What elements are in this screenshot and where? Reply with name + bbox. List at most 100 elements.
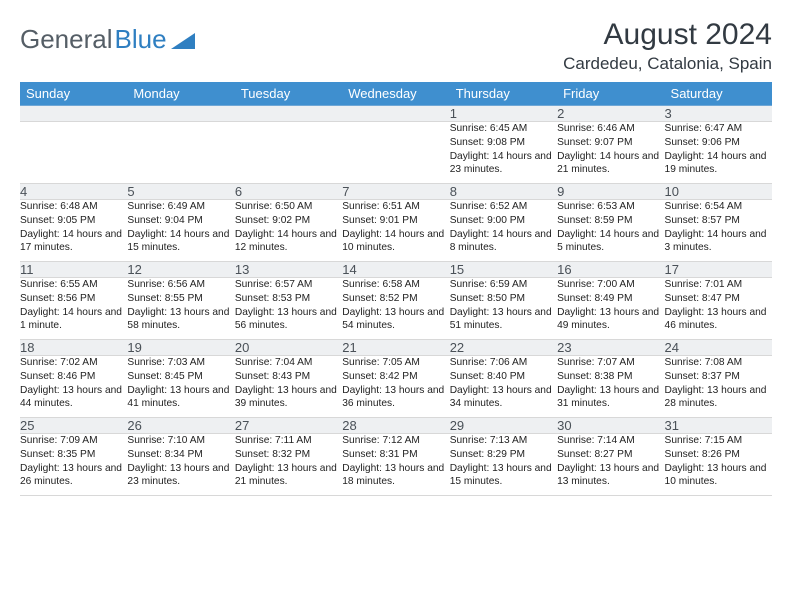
daylight-line: Daylight: 13 hours and 13 minutes. bbox=[557, 462, 664, 490]
day-number-cell: 30 bbox=[557, 418, 664, 434]
day-number-cell bbox=[20, 106, 127, 122]
daylight-line: Daylight: 14 hours and 19 minutes. bbox=[665, 150, 772, 178]
day-number-cell: 9 bbox=[557, 184, 664, 200]
weekday-header: Friday bbox=[557, 82, 664, 106]
day-detail-cell bbox=[235, 122, 342, 184]
day-detail-cell bbox=[342, 122, 449, 184]
daylight-line: Daylight: 13 hours and 58 minutes. bbox=[127, 306, 234, 334]
sunset-line: Sunset: 8:43 PM bbox=[235, 370, 342, 384]
daylight-line: Daylight: 13 hours and 10 minutes. bbox=[665, 462, 772, 490]
sunset-line: Sunset: 8:59 PM bbox=[557, 214, 664, 228]
daylight-line: Daylight: 13 hours and 34 minutes. bbox=[450, 384, 557, 412]
daylight-line: Daylight: 13 hours and 26 minutes. bbox=[20, 462, 127, 490]
sunset-line: Sunset: 8:38 PM bbox=[557, 370, 664, 384]
weekday-header-row: Sunday Monday Tuesday Wednesday Thursday… bbox=[20, 82, 772, 106]
sunrise-line: Sunrise: 7:15 AM bbox=[665, 434, 772, 448]
sunset-line: Sunset: 9:01 PM bbox=[342, 214, 449, 228]
sunrise-line: Sunrise: 7:01 AM bbox=[665, 278, 772, 292]
daylight-line: Daylight: 13 hours and 54 minutes. bbox=[342, 306, 449, 334]
weekday-header: Thursday bbox=[450, 82, 557, 106]
day-number-cell: 29 bbox=[450, 418, 557, 434]
sunset-line: Sunset: 8:45 PM bbox=[127, 370, 234, 384]
daylight-line: Daylight: 13 hours and 41 minutes. bbox=[127, 384, 234, 412]
sunset-line: Sunset: 8:27 PM bbox=[557, 448, 664, 462]
day-detail-cell: Sunrise: 7:07 AMSunset: 8:38 PMDaylight:… bbox=[557, 356, 664, 418]
day-number-cell: 21 bbox=[342, 340, 449, 356]
day-detail-cell: Sunrise: 7:05 AMSunset: 8:42 PMDaylight:… bbox=[342, 356, 449, 418]
detail-row: Sunrise: 6:55 AMSunset: 8:56 PMDaylight:… bbox=[20, 278, 772, 340]
sunrise-line: Sunrise: 6:53 AM bbox=[557, 200, 664, 214]
daylight-line: Daylight: 14 hours and 10 minutes. bbox=[342, 228, 449, 256]
location: Cardedeu, Catalonia, Spain bbox=[563, 54, 772, 74]
day-detail-cell: Sunrise: 7:03 AMSunset: 8:45 PMDaylight:… bbox=[127, 356, 234, 418]
day-number-cell bbox=[127, 106, 234, 122]
day-detail-cell: Sunrise: 6:59 AMSunset: 8:50 PMDaylight:… bbox=[450, 278, 557, 340]
sunset-line: Sunset: 8:49 PM bbox=[557, 292, 664, 306]
day-number-cell: 12 bbox=[127, 262, 234, 278]
daylight-line: Daylight: 14 hours and 5 minutes. bbox=[557, 228, 664, 256]
sunrise-line: Sunrise: 6:46 AM bbox=[557, 122, 664, 136]
sunrise-line: Sunrise: 7:02 AM bbox=[20, 356, 127, 370]
sunset-line: Sunset: 8:56 PM bbox=[20, 292, 127, 306]
day-detail-cell: Sunrise: 7:14 AMSunset: 8:27 PMDaylight:… bbox=[557, 434, 664, 496]
detail-row: Sunrise: 7:09 AMSunset: 8:35 PMDaylight:… bbox=[20, 434, 772, 496]
sunset-line: Sunset: 9:02 PM bbox=[235, 214, 342, 228]
sunset-line: Sunset: 9:07 PM bbox=[557, 136, 664, 150]
daylight-line: Daylight: 14 hours and 3 minutes. bbox=[665, 228, 772, 256]
daynum-row: 18192021222324 bbox=[20, 340, 772, 356]
sunrise-line: Sunrise: 7:00 AM bbox=[557, 278, 664, 292]
sunrise-line: Sunrise: 7:09 AM bbox=[20, 434, 127, 448]
sunrise-line: Sunrise: 7:07 AM bbox=[557, 356, 664, 370]
brand-triangle-icon bbox=[171, 31, 197, 51]
day-number-cell: 25 bbox=[20, 418, 127, 434]
day-number-cell: 13 bbox=[235, 262, 342, 278]
day-detail-cell: Sunrise: 6:52 AMSunset: 9:00 PMDaylight:… bbox=[450, 200, 557, 262]
day-detail-cell: Sunrise: 7:12 AMSunset: 8:31 PMDaylight:… bbox=[342, 434, 449, 496]
daylight-line: Daylight: 13 hours and 44 minutes. bbox=[20, 384, 127, 412]
sunrise-line: Sunrise: 6:49 AM bbox=[127, 200, 234, 214]
daynum-row: 45678910 bbox=[20, 184, 772, 200]
sunset-line: Sunset: 8:50 PM bbox=[450, 292, 557, 306]
day-detail-cell: Sunrise: 7:06 AMSunset: 8:40 PMDaylight:… bbox=[450, 356, 557, 418]
day-detail-cell: Sunrise: 6:58 AMSunset: 8:52 PMDaylight:… bbox=[342, 278, 449, 340]
daylight-line: Daylight: 14 hours and 15 minutes. bbox=[127, 228, 234, 256]
daylight-line: Daylight: 13 hours and 28 minutes. bbox=[665, 384, 772, 412]
weekday-header: Saturday bbox=[665, 82, 772, 106]
daylight-line: Daylight: 13 hours and 49 minutes. bbox=[557, 306, 664, 334]
day-number-cell: 7 bbox=[342, 184, 449, 200]
day-number-cell bbox=[342, 106, 449, 122]
month-title: August 2024 bbox=[563, 18, 772, 52]
sunrise-line: Sunrise: 7:10 AM bbox=[127, 434, 234, 448]
day-detail-cell: Sunrise: 7:15 AMSunset: 8:26 PMDaylight:… bbox=[665, 434, 772, 496]
sunset-line: Sunset: 8:29 PM bbox=[450, 448, 557, 462]
daylight-line: Daylight: 13 hours and 46 minutes. bbox=[665, 306, 772, 334]
daylight-line: Daylight: 13 hours and 36 minutes. bbox=[342, 384, 449, 412]
daylight-line: Daylight: 14 hours and 8 minutes. bbox=[450, 228, 557, 256]
sunrise-line: Sunrise: 7:08 AM bbox=[665, 356, 772, 370]
weekday-header: Monday bbox=[127, 82, 234, 106]
day-detail-cell: Sunrise: 7:09 AMSunset: 8:35 PMDaylight:… bbox=[20, 434, 127, 496]
daylight-line: Daylight: 13 hours and 18 minutes. bbox=[342, 462, 449, 490]
sunrise-line: Sunrise: 6:52 AM bbox=[450, 200, 557, 214]
sunrise-line: Sunrise: 6:50 AM bbox=[235, 200, 342, 214]
day-detail-cell: Sunrise: 7:00 AMSunset: 8:49 PMDaylight:… bbox=[557, 278, 664, 340]
sunrise-line: Sunrise: 6:58 AM bbox=[342, 278, 449, 292]
title-block: August 2024 Cardedeu, Catalonia, Spain bbox=[563, 18, 772, 74]
header: GeneralBlue August 2024 Cardedeu, Catalo… bbox=[20, 18, 772, 74]
sunset-line: Sunset: 9:05 PM bbox=[20, 214, 127, 228]
day-number-cell: 28 bbox=[342, 418, 449, 434]
sunrise-line: Sunrise: 7:13 AM bbox=[450, 434, 557, 448]
sunset-line: Sunset: 9:06 PM bbox=[665, 136, 772, 150]
sunrise-line: Sunrise: 7:05 AM bbox=[342, 356, 449, 370]
day-detail-cell: Sunrise: 6:56 AMSunset: 8:55 PMDaylight:… bbox=[127, 278, 234, 340]
day-number-cell: 23 bbox=[557, 340, 664, 356]
detail-row: Sunrise: 6:48 AMSunset: 9:05 PMDaylight:… bbox=[20, 200, 772, 262]
day-number-cell: 11 bbox=[20, 262, 127, 278]
sunset-line: Sunset: 8:26 PM bbox=[665, 448, 772, 462]
day-number-cell: 8 bbox=[450, 184, 557, 200]
day-number-cell: 26 bbox=[127, 418, 234, 434]
day-number-cell: 18 bbox=[20, 340, 127, 356]
sunset-line: Sunset: 8:47 PM bbox=[665, 292, 772, 306]
day-detail-cell: Sunrise: 6:49 AMSunset: 9:04 PMDaylight:… bbox=[127, 200, 234, 262]
weekday-header: Tuesday bbox=[235, 82, 342, 106]
